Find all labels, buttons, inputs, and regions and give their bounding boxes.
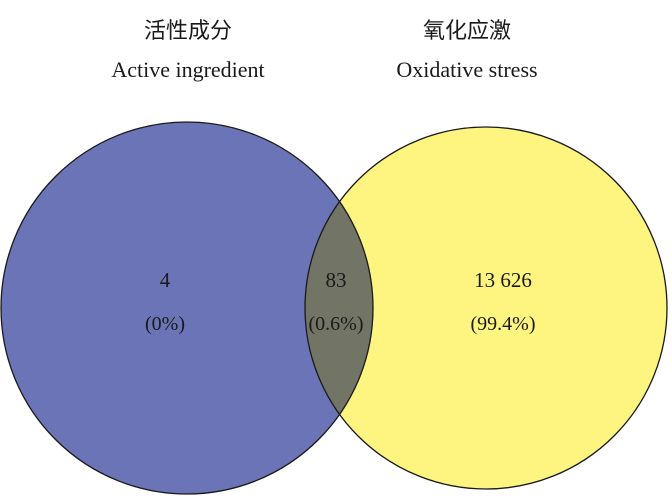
intersection-count: 83 (326, 268, 347, 292)
set-circle-oxidative-stress (305, 127, 667, 489)
right-set-title-zh: 氧化应激 (423, 19, 511, 44)
left-only-percent: (0%) (145, 313, 185, 335)
left-set-title-en: Active ingredient (111, 57, 264, 82)
set-outline-active-ingredient (0, 121, 374, 495)
set-circle-active-ingredient (1, 122, 373, 494)
intersection-percent: (0.6%) (309, 313, 364, 335)
right-only-percent: (99.4%) (471, 313, 536, 335)
right-only-count: 13 626 (474, 268, 532, 292)
right-set-title-en: Oxidative stress (396, 57, 537, 82)
set-outline-oxidative-stress (304, 126, 668, 490)
left-set-title-zh: 活性成分 (144, 19, 232, 44)
left-only-count: 4 (160, 268, 171, 292)
